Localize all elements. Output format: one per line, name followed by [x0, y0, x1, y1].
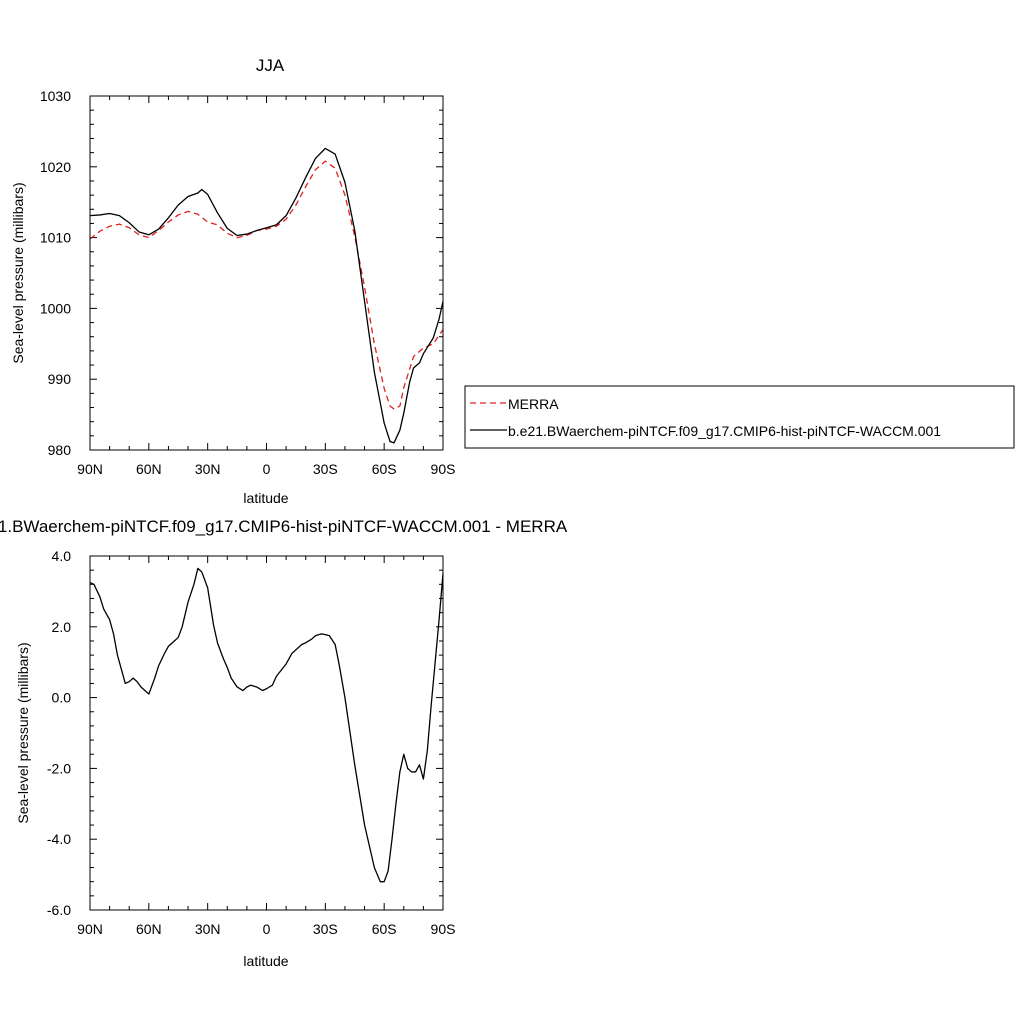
bottom-y-tick-label: 2.0 [52, 619, 72, 635]
top-tick-labels: 90N 60N 30N 0 30S 60S 90S 980 990 1000 1010 1020 103… [40, 88, 456, 477]
bottom-plot-frame [89, 555, 444, 911]
top-x-tick-label: 90S [431, 461, 456, 477]
top-y-tick-label: 1010 [40, 230, 71, 246]
bottom-x-tick-label: 30S [313, 921, 338, 937]
top-y-tick-label: 980 [48, 442, 72, 458]
top-series-line-1 [89, 147, 444, 444]
bottom-panel: b.e21.BWaerchem-piNTCF.f09_g17.CMIP6-his… [0, 517, 568, 969]
bottom-x-tick-label: 90N [77, 921, 103, 937]
top-y-tick-label: 1000 [40, 300, 71, 316]
bottom-x-tick-label: 60N [136, 921, 162, 937]
top-series-lines [89, 147, 444, 444]
bottom-x-tick-label: 90S [431, 921, 456, 937]
bottom-x-tick-label: 0 [263, 921, 271, 937]
bottom-x-axis-label: latitude [243, 953, 288, 969]
top-x-axis-label: latitude [243, 490, 288, 506]
top-x-tick-label: 0 [263, 461, 271, 477]
legend-box [464, 385, 1015, 449]
top-x-tick-label: 30N [195, 461, 221, 477]
bottom-y-tick-label: -4.0 [47, 831, 71, 847]
top-panel: JJA 90N 60N 30N 0 30S 60S 90S 980 990 1000 1010 102… [10, 56, 1015, 506]
bottom-y-tick-label: -2.0 [47, 760, 71, 776]
bottom-chart-title: b.e21.BWaerchem-piNTCF.f09_g17.CMIP6-his… [0, 517, 568, 536]
top-series-line-0 [89, 160, 444, 410]
top-plot-frame [89, 95, 444, 451]
top-x-tick-label: 90N [77, 461, 103, 477]
top-y-tick-label: 1030 [40, 88, 71, 104]
legend: MERRA b.e21.BWaerchem-piNTCF.f09_g17.CMI… [464, 385, 1015, 449]
bottom-tick-labels: 90N 60N 30N 0 30S 60S 90S -6.0 -4.0 -2.0 0.0 2.0 4.0 [47, 548, 456, 937]
top-x-tick-label: 60N [136, 461, 162, 477]
bottom-x-tick-label: 60S [372, 921, 397, 937]
legend-label-merra: MERRA [508, 396, 559, 412]
bottom-y-axis-label: Sea-level pressure (millibars) [15, 642, 31, 823]
bottom-series-lines [89, 567, 444, 883]
top-tick-marks [89, 95, 444, 451]
bottom-y-tick-label: 4.0 [52, 548, 72, 564]
top-y-axis-label: Sea-level pressure (millibars) [10, 182, 26, 363]
top-x-tick-label: 30S [313, 461, 338, 477]
bottom-y-tick-label: -6.0 [47, 902, 71, 918]
legend-label-model: b.e21.BWaerchem-piNTCF.f09_g17.CMIP6-his… [508, 423, 941, 439]
top-y-tick-label: 990 [48, 371, 72, 387]
top-x-tick-label: 60S [372, 461, 397, 477]
bottom-x-tick-label: 30N [195, 921, 221, 937]
bottom-y-tick-label: 0.0 [52, 690, 72, 706]
bottom-series-line-0 [89, 567, 444, 883]
top-y-tick-label: 1020 [40, 159, 71, 175]
top-chart-title: JJA [256, 56, 285, 75]
